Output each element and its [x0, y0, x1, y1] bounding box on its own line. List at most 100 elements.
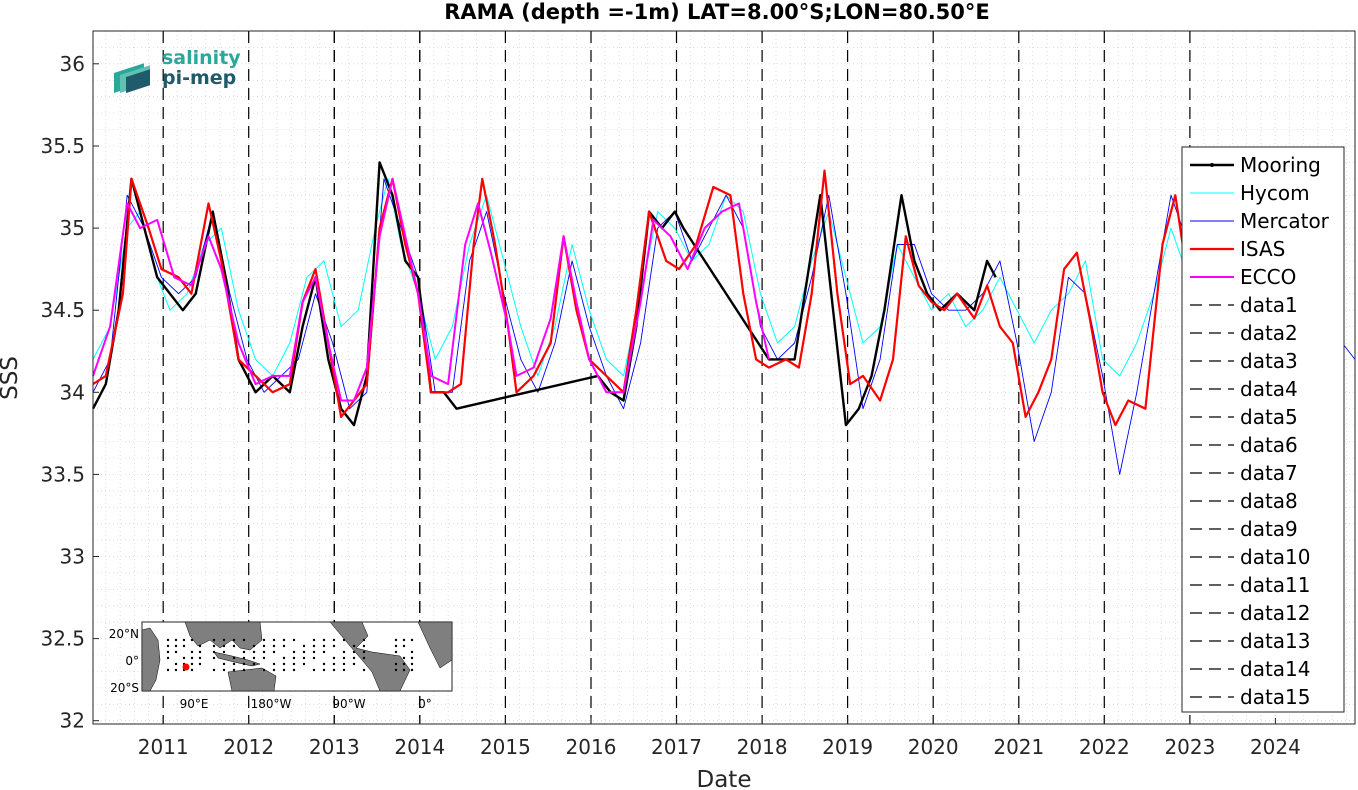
mooring-dot: [222, 644, 226, 648]
mooring-dot: [166, 656, 170, 660]
mooring-dot: [242, 650, 246, 654]
mooring-dot: [272, 638, 276, 642]
mooring-dot: [292, 668, 296, 672]
mooring-dot: [394, 638, 398, 642]
y-tick-label: 34: [60, 380, 85, 404]
x-tick-label: 2020: [908, 735, 959, 759]
y-tick-label: 35.5: [40, 134, 85, 158]
mooring-dot: [302, 650, 306, 654]
y-tick-label: 34.5: [40, 298, 85, 322]
mooring-dot: [174, 650, 178, 654]
legend: Mooring Hycom Mercator ISAS ECCO data1 data2 da…: [1181, 146, 1345, 713]
map-lat-label-20s: 20°S: [110, 681, 139, 695]
mooring-dot: [312, 668, 316, 672]
mooring-dot: [198, 656, 202, 660]
mooring-dot: [174, 638, 178, 642]
legend-label-data15: data15: [1240, 685, 1311, 709]
mooring-dot: [402, 662, 406, 666]
mooring-dot: [282, 656, 286, 660]
mooring-dot: [190, 650, 194, 654]
mooring-dot: [190, 656, 194, 660]
legend-label-data14: data14: [1240, 657, 1311, 681]
australia-landmass: [227, 667, 277, 692]
mooring-dot: [262, 668, 266, 672]
x-tick-label: 2012: [223, 735, 274, 759]
series-group: [91, 161, 1356, 475]
mooring-dot: [252, 662, 256, 666]
mooring-dot: [342, 650, 346, 654]
x-tick-label: 2017: [651, 735, 702, 759]
plot-area-frame: [92, 30, 1356, 725]
legend-label-data7: data7: [1240, 461, 1298, 485]
mooring-dot: [252, 644, 256, 648]
mooring-dot: [262, 638, 266, 642]
mooring-dot: [232, 638, 236, 642]
legend-label-data13: data13: [1240, 629, 1311, 653]
mooring-dot: [182, 644, 186, 648]
x-tick-label: 2014: [394, 735, 445, 759]
mooring-dot: [410, 662, 414, 666]
series-line-ecco: [92, 177, 770, 402]
mooring-dot: [166, 668, 170, 672]
x-axis-ticks: 2011 2012 2013 2014 2015 2016 2017 2018 2019 2020…: [138, 718, 1301, 759]
mooring-dot: [272, 662, 276, 666]
mooring-dot: [252, 650, 256, 654]
mooring-dot: [322, 638, 326, 642]
mooring-dot: [342, 662, 346, 666]
x-tick-label: 2022: [1079, 735, 1130, 759]
mooring-dot: [322, 662, 326, 666]
legend-label-mercator: Mercator: [1240, 209, 1330, 233]
mooring-dot: [232, 668, 236, 672]
africa-landmass: [141, 627, 161, 692]
mooring-dot: [232, 656, 236, 660]
y-tick-label: 33: [60, 545, 85, 569]
mooring-dot: [394, 650, 398, 654]
mooring-dot: [242, 638, 246, 642]
mooring-dot: [362, 656, 366, 660]
x-tick-label: 2023: [1164, 735, 1215, 759]
mooring-dot: [342, 668, 346, 672]
mooring-dot: [212, 650, 216, 654]
mooring-dot: [212, 656, 216, 660]
mooring-dot: [312, 638, 316, 642]
mooring-dot: [302, 644, 306, 648]
mooring-dot: [174, 662, 178, 666]
legend-label-data2: data2: [1240, 321, 1298, 345]
mooring-dot: [222, 662, 226, 666]
mooring-dot: [212, 668, 216, 672]
mooring-dot: [292, 662, 296, 666]
mooring-dot: [212, 638, 216, 642]
mooring-dot: [410, 638, 414, 642]
legend-label-data11: data11: [1240, 573, 1311, 597]
mooring-dot: [190, 668, 194, 672]
mooring-dot: [322, 668, 326, 672]
legend-label-data3: data3: [1240, 349, 1298, 373]
selected-mooring-marker: [182, 663, 190, 671]
mooring-dot: [332, 662, 336, 666]
mooring-dot: [352, 644, 356, 648]
legend-label-hycom: Hycom: [1240, 181, 1310, 205]
y-tick-label: 35: [60, 216, 85, 240]
mooring-dot: [242, 656, 246, 660]
map-lon-label-90e: 90°E: [180, 697, 209, 711]
mooring-dot: [332, 668, 336, 672]
mooring-dot: [272, 644, 276, 648]
legend-label-mooring: Mooring: [1240, 153, 1321, 177]
mooring-dot: [292, 650, 296, 654]
map-lat-label-0: 0°: [125, 654, 139, 668]
reference-lines: [162, 31, 1191, 724]
series-line-isas: [92, 169, 1185, 427]
legend-label-isas: ISAS: [1240, 237, 1285, 261]
x-axis-label: Date: [697, 767, 752, 790]
mooring-dot: [332, 638, 336, 642]
mooring-dot: [232, 644, 236, 648]
mooring-dot: [402, 656, 406, 660]
mooring-dot: [174, 644, 178, 648]
chart-title: RAMA (depth =-1m) LAT=8.00°S;LON=80.50°E: [444, 0, 990, 24]
map-lat-label-20n: 20°N: [109, 627, 139, 641]
map-lon-label-0: 0°: [418, 697, 432, 711]
mooring-dot: [282, 668, 286, 672]
mooring-dot: [262, 650, 266, 654]
mooring-dot: [198, 650, 202, 654]
x-tick-label: 2015: [480, 735, 531, 759]
